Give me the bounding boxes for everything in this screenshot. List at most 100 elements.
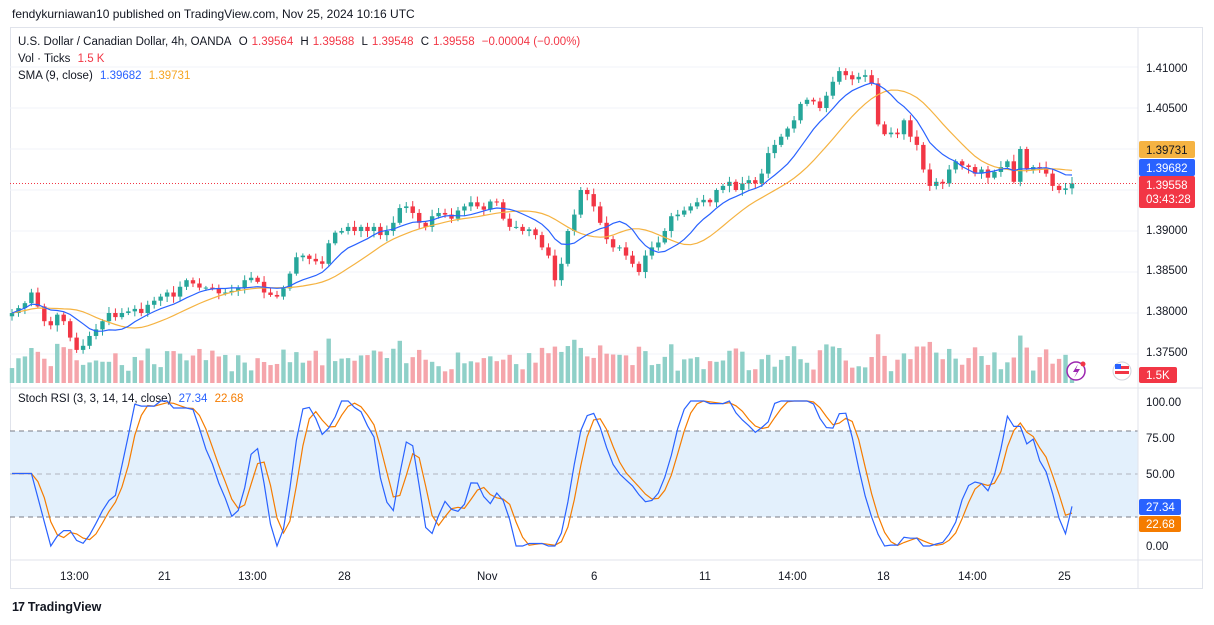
candle-body: [352, 226, 357, 231]
sma-fast-badge-text: 1.39682: [1146, 163, 1188, 175]
high-value: 1.39588: [312, 36, 355, 48]
volume-bar: [533, 362, 538, 383]
candle-body: [139, 308, 144, 313]
sma-label[interactable]: SMA (9, close): [18, 70, 93, 82]
candle-body: [649, 247, 655, 256]
volume-bar: [772, 366, 777, 383]
stoch-k-badge: [1139, 499, 1181, 515]
candle-body: [966, 165, 971, 168]
candle-body: [397, 208, 403, 223]
candle-body: [210, 287, 215, 289]
volume-bar: [656, 363, 661, 383]
volume-bar: [475, 362, 480, 383]
candle-body: [662, 231, 668, 243]
volume-bar: [1031, 370, 1036, 383]
candle-body: [61, 314, 66, 322]
candle-body: [67, 321, 73, 338]
volume-bar: [546, 353, 551, 383]
candle-body: [449, 214, 454, 219]
candle-body: [216, 288, 222, 294]
candle-body: [656, 242, 661, 248]
flag-icon[interactable]: [1112, 361, 1132, 381]
volume-bar: [585, 356, 590, 383]
time-label: Nov: [477, 571, 498, 583]
candle-body: [985, 169, 991, 178]
volume-bar: [552, 346, 558, 383]
candle-body: [837, 71, 842, 82]
candle-body: [365, 226, 370, 231]
candle-body: [921, 144, 926, 170]
time-label: 13:00: [238, 571, 267, 583]
candle-body: [268, 292, 273, 295]
volume-bar: [119, 365, 125, 383]
volume-bar: [87, 362, 92, 383]
volume-bar: [746, 370, 752, 383]
candle-body: [669, 216, 674, 231]
candle-body: [87, 335, 92, 346]
stoch-tick: 50.00: [1146, 469, 1175, 481]
volume-bar: [216, 356, 222, 383]
candle-body: [513, 226, 519, 228]
volume-bar: [875, 334, 881, 383]
volume-bar: [9, 368, 15, 383]
candle-timer-text: 03:43:28: [1146, 194, 1191, 206]
candle-body: [1043, 167, 1049, 174]
candle-body: [746, 180, 752, 184]
volume-label[interactable]: Vol · Ticks: [18, 53, 71, 65]
footer-brand[interactable]: 17 TradingView: [12, 600, 102, 614]
volume-bar: [16, 358, 21, 383]
candle-body: [1050, 173, 1055, 186]
volume-bar: [242, 362, 247, 383]
volume-bar: [300, 362, 306, 383]
volume-bar: [391, 348, 396, 383]
volume-bar: [281, 349, 286, 383]
volume-bar: [972, 347, 978, 383]
volume-bar: [1011, 357, 1017, 383]
candle-body: [80, 345, 86, 350]
price-tick: 1.40500: [1146, 103, 1188, 115]
volume-bar: [526, 353, 532, 383]
volume-bar: [591, 357, 596, 383]
volume-bar: [578, 347, 583, 383]
open-value: 1.39564: [251, 36, 294, 48]
volume-bar: [423, 359, 428, 383]
symbol-title[interactable]: U.S. Dollar / Canadian Dollar, 4h, OANDA: [18, 36, 232, 48]
candle-body: [462, 206, 467, 211]
candle-body: [908, 120, 913, 137]
volume-bar: [610, 354, 616, 383]
time-label: 28: [338, 571, 351, 583]
candle-body: [830, 81, 836, 96]
candle-body: [436, 212, 441, 217]
candle-body: [501, 202, 506, 219]
candle-body: [539, 235, 545, 248]
volume-bar: [190, 355, 196, 383]
candle-body: [791, 120, 797, 129]
candle-body: [585, 190, 590, 195]
stoch-tick: 100.00: [1146, 397, 1181, 409]
stoch-legend: Stoch RSI (3, 3, 14, 14, close) 27.34 22…: [18, 393, 247, 405]
candle-body: [1063, 188, 1068, 190]
candle-body: [274, 294, 280, 297]
price-badge: [1139, 176, 1195, 208]
time-label: 25: [1058, 571, 1071, 583]
candle-body: [164, 292, 170, 297]
volume-bar: [694, 357, 700, 383]
candle-body: [617, 247, 622, 249]
volume-bar: [248, 370, 254, 383]
volume-bar: [93, 360, 99, 383]
publisher-line: fendykurniawan10 published on TradingVie…: [12, 7, 415, 21]
price-tick: 1.39000: [1146, 225, 1188, 237]
volume-bar: [1024, 347, 1029, 383]
candle-body: [203, 287, 209, 289]
candle-body: [824, 95, 829, 108]
volume-badge: [1139, 367, 1177, 383]
volume-bar: [48, 366, 53, 383]
candle-body: [753, 180, 758, 184]
candle-body: [959, 161, 965, 166]
volume-bar: [42, 358, 47, 383]
lightning-icon[interactable]: [1066, 361, 1086, 381]
volume-bar: [850, 367, 855, 383]
volume-bar: [203, 360, 209, 383]
stoch-label[interactable]: Stoch RSI (3, 3, 14, 14, close): [18, 393, 172, 405]
